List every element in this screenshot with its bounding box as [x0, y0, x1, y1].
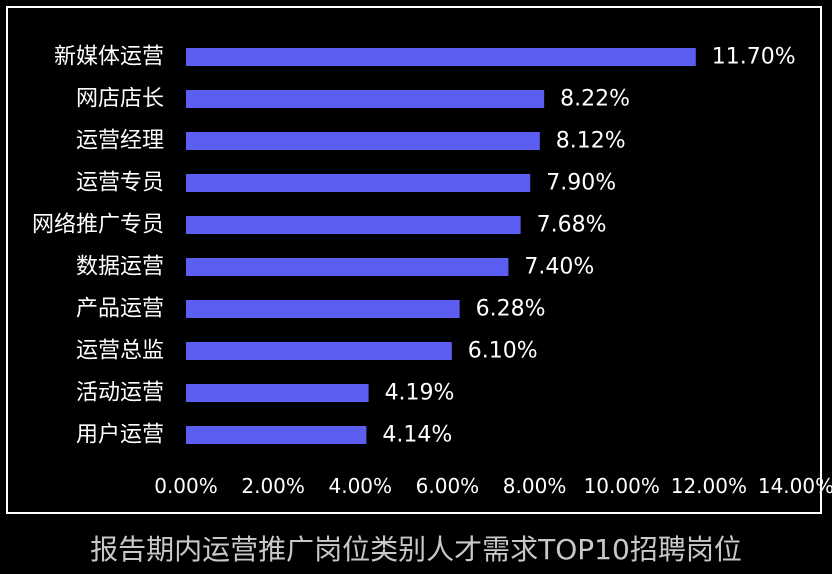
category-label: 网店店长	[76, 87, 164, 112]
bar	[186, 216, 521, 234]
bar	[186, 174, 531, 192]
value-label: 4.19%	[385, 381, 455, 406]
category-label: 运营专员	[76, 171, 164, 196]
category-label: 活动运营	[76, 381, 164, 406]
category-label: 数据运营	[76, 255, 164, 280]
value-label: 6.10%	[468, 339, 538, 364]
x-tick-label: 14.00%	[758, 474, 832, 498]
bar	[186, 48, 696, 66]
bar	[186, 384, 369, 402]
x-tick-label: 2.00%	[241, 474, 305, 498]
x-tick-label: 12.00%	[671, 474, 747, 498]
bar	[186, 132, 540, 150]
x-tick-label: 10.00%	[584, 474, 660, 498]
bar	[186, 426, 367, 444]
value-label: 7.90%	[546, 171, 616, 196]
chart-caption: 报告期内运营推广岗位类别人才需求TOP10招聘岗位	[90, 533, 742, 566]
value-label: 6.28%	[476, 297, 546, 322]
x-tick-label: 0.00%	[154, 474, 218, 498]
bar-chart: 新媒体运营 11.70% 网店店长 8.22% 运营经理 8.12% 运营专员 7.90% 网络…	[32, 45, 832, 499]
value-label: 7.68%	[537, 213, 607, 238]
category-label: 产品运营	[76, 297, 164, 322]
value-label: 7.40%	[524, 255, 594, 280]
category-label: 网络推广专员	[32, 213, 164, 238]
value-label: 4.14%	[382, 423, 452, 448]
category-label: 运营经理	[76, 129, 164, 154]
value-label: 8.12%	[556, 129, 626, 154]
value-label: 11.70%	[712, 45, 796, 70]
category-label: 新媒体运营	[54, 45, 164, 70]
bar	[186, 342, 452, 360]
x-tick-label: 8.00%	[503, 474, 567, 498]
bar	[186, 258, 509, 276]
value-label: 8.22%	[560, 87, 630, 112]
category-label: 运营总监	[76, 339, 164, 364]
category-label: 用户运营	[76, 423, 164, 448]
x-tick-label: 4.00%	[329, 474, 393, 498]
bar	[186, 300, 460, 318]
bar	[186, 90, 545, 108]
x-tick-label: 6.00%	[416, 474, 480, 498]
